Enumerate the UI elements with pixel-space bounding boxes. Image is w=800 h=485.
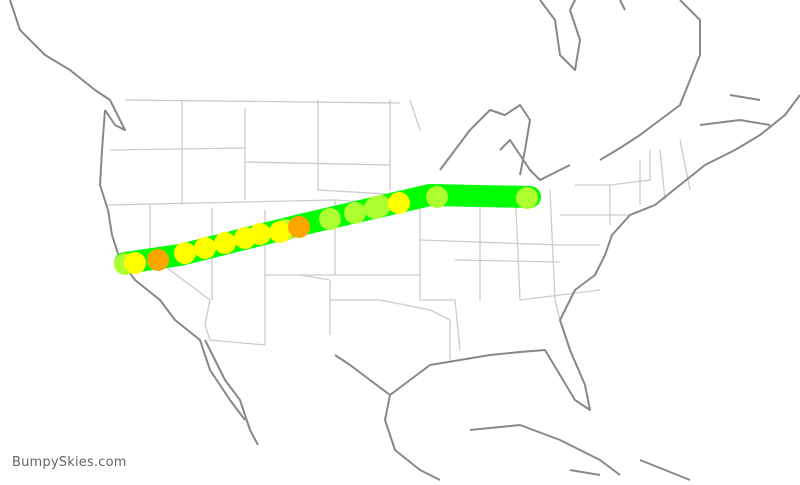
watermark: BumpySkies.com [12,455,127,470]
state-border [299,274,451,360]
coastline [9,0,800,481]
coastline-segment [9,0,126,131]
turbulence-marker-light [516,187,538,209]
coastline-segment [699,94,771,126]
state-border [181,100,391,205]
coastline-segment [334,354,391,396]
flight-route [114,184,541,275]
coastline-segment [439,104,531,176]
turbulence-marker-light [369,195,391,217]
turbulence-marker-moderate [124,252,146,274]
coastline-segment [99,109,246,421]
coastline-segment [389,94,800,411]
coastline-segment [539,0,581,71]
state-border [639,139,691,205]
coastline-segment [384,394,441,481]
turbulence-marker-light [319,208,341,230]
turbulence-marker-moderate [269,221,291,243]
turbulence-marker-moderate [194,237,216,259]
state-border [124,99,421,131]
turbulence-marker-heavy [288,216,310,238]
turbulence-marker-light [344,202,366,224]
coastline-segment [499,139,571,181]
state-border [109,147,406,196]
turbulence-marker-moderate [214,232,236,254]
turbulence-marker-heavy [147,249,169,271]
coastline-segment [569,459,691,481]
turbulence-marker-light [426,186,448,208]
state-border [419,184,561,351]
coastline-segment [469,424,621,476]
state-border [107,199,411,346]
turbulence-marker-moderate [174,242,196,264]
state-border [560,150,651,225]
state-borders [107,99,691,360]
coastline-segment [204,339,259,446]
state-border [419,239,601,301]
turbulence-marker-moderate [388,192,410,214]
turbulence-marker-moderate [249,223,271,245]
coastline-segment [599,0,701,161]
